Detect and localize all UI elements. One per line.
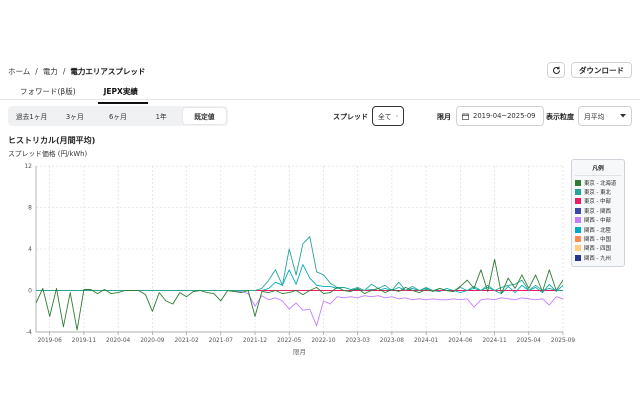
x-tick-label: 2020-04: [106, 338, 131, 344]
x-tick-label: 2024-06: [448, 338, 473, 344]
legend-swatch: [575, 217, 581, 224]
x-tick-label: 2019-06: [38, 338, 63, 344]
series-line: [36, 290, 564, 327]
chart-legend: 凡例 東京 - 北海道 東京 - 東北 東京 - 中部 東京 - 関西 関西 - 中部関…: [571, 159, 625, 267]
chart-subtitle: スプレッド価格 (円/kWh): [8, 150, 88, 158]
x-tick-label: 2021-12: [243, 338, 268, 344]
legend-swatch: [575, 226, 581, 233]
legend-item[interactable]: 関西 - 北陸: [575, 225, 621, 234]
period-3m[interactable]: 3ヶ月: [65, 113, 84, 121]
legend-label: 関西 - 中部: [584, 218, 611, 225]
chart-title: ヒストリカル(月間平均): [8, 136, 96, 145]
x-tick-label: 2021-07: [209, 338, 234, 344]
granularity-select[interactable]: 月平均: [578, 106, 632, 126]
series-line: [35, 258, 564, 331]
breadcrumb-home[interactable]: ホーム: [8, 67, 31, 76]
series-line: [36, 236, 563, 292]
month-range-input[interactable]: 2019-04~2025-09: [456, 106, 544, 126]
breadcrumb-separator: /: [35, 67, 38, 76]
download-button[interactable]: ダウンロード: [571, 62, 632, 78]
period-selector: 過去1ヶ月 3ヶ月 6ヶ月 1年 既定値: [8, 106, 228, 126]
x-tick-label: 2022-10: [311, 338, 336, 344]
spread-select[interactable]: 全て: [372, 106, 404, 126]
chevron-down-icon: [395, 115, 398, 117]
legend-item[interactable]: 関西 - 中部: [575, 216, 621, 225]
breadcrumb-power[interactable]: 電力: [42, 67, 58, 76]
tab-jepx[interactable]: JEPX実績: [97, 84, 148, 104]
legend-label: 関西 - 九州: [584, 255, 611, 262]
legend-swatch: [575, 254, 581, 261]
refresh-icon: [552, 66, 560, 74]
tab-forward[interactable]: フォワード(β版): [20, 87, 76, 96]
period-6m[interactable]: 6ヶ月: [109, 113, 127, 121]
legend-label: 東京 - 北海道: [584, 180, 617, 187]
spread-select-value: 全て: [378, 113, 392, 121]
legend-label: 東京 - 関西: [584, 208, 611, 215]
x-tick-label: 2022-05: [277, 338, 302, 344]
breadcrumb: ホーム / 電力 / 電力エリアスプレッド: [8, 66, 145, 77]
granularity-select-value: 月平均: [584, 113, 605, 121]
legend-item[interactable]: 東京 - 中部: [575, 197, 621, 206]
caret-down-icon: [620, 114, 626, 118]
calendar-icon: [462, 112, 469, 120]
legend-label: 東京 - 東北: [584, 190, 611, 197]
granularity-label: 表示粒度: [546, 113, 574, 121]
period-1y[interactable]: 1年: [155, 113, 167, 121]
period-default[interactable]: 既定値: [182, 108, 227, 124]
legend-item[interactable]: 関西 - 中国: [575, 234, 621, 243]
x-tick-label: 2021-02: [174, 338, 199, 344]
x-tick-label: 2020-09: [140, 338, 165, 344]
legend-item[interactable]: 関西 - 九州: [575, 253, 621, 262]
spread-label: スプレッド: [333, 113, 368, 121]
refresh-button[interactable]: [547, 62, 565, 78]
x-tick-label: 2023-08: [380, 338, 405, 344]
x-tick-label: 2023-03: [346, 338, 371, 344]
legend-swatch: [575, 198, 581, 205]
legend-items: 東京 - 北海道 東京 - 東北 東京 - 中部 東京 - 関西 関西 - 中部 関西 -…: [575, 178, 621, 263]
legend-swatch: [575, 245, 581, 252]
y-tick-label: 12: [24, 163, 32, 170]
x-tick-label: 2019-11: [72, 338, 97, 344]
x-tick-label: 2024-11: [482, 338, 507, 344]
x-tick-label: 2025-09: [551, 338, 576, 344]
x-tick-label: 2025-04: [517, 338, 542, 344]
legend-item[interactable]: 東京 - 北海道: [575, 178, 621, 187]
legend-item[interactable]: 東京 - 東北: [575, 187, 621, 196]
legend-label: 東京 - 中部: [584, 199, 611, 206]
breadcrumb-current: 電力エリアスプレッド: [70, 67, 146, 76]
y-tick-label: -4: [26, 329, 32, 336]
legend-label: 関西 - 北陸: [584, 227, 611, 234]
tab-divider: [0, 99, 640, 100]
month-label: 限月: [437, 113, 451, 121]
month-range-value: 2019-04~2025-09: [473, 112, 536, 120]
x-tick-label: 2024-01: [414, 338, 439, 344]
legend-label: 関西 - 四国: [584, 246, 611, 253]
tab-bar: フォワード(β版) JEPX実績: [8, 84, 148, 104]
y-tick-label: 4: [28, 246, 32, 253]
legend-item[interactable]: 東京 - 関西: [575, 206, 621, 215]
y-tick-label: 0: [28, 288, 32, 295]
legend-label: 関西 - 中国: [584, 237, 611, 244]
chart-series: [35, 236, 564, 331]
chart-axes: -4 0 4 8 12 2019-06 2019-11 2020-04 2020-09 2021-…: [24, 163, 575, 344]
legend-item[interactable]: 関西 - 四国: [575, 244, 621, 253]
breadcrumb-separator: /: [62, 67, 66, 76]
x-axis-label: 限月: [293, 347, 306, 356]
period-1m[interactable]: 過去1ヶ月: [15, 113, 48, 121]
y-tick-label: 8: [28, 205, 32, 212]
legend-title: 凡例: [575, 162, 621, 176]
legend-swatch: [575, 189, 581, 196]
legend-swatch: [575, 207, 581, 214]
legend-swatch: [575, 179, 581, 186]
legend-swatch: [575, 236, 581, 243]
